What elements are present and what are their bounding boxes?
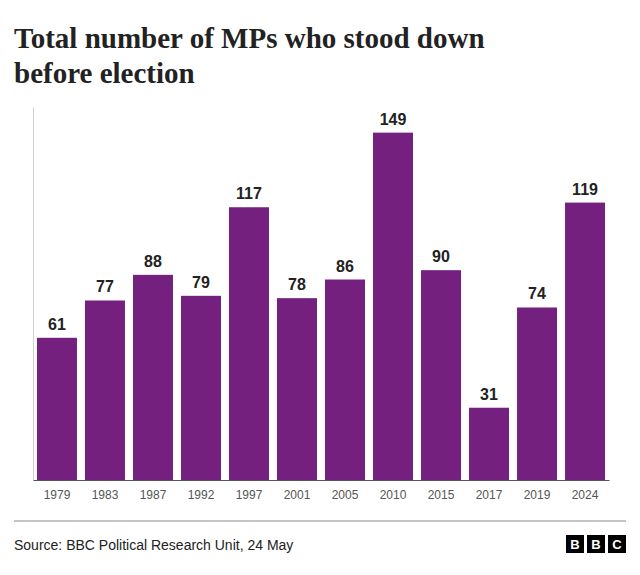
x-tick-label: 2019: [524, 488, 551, 502]
source: Source: BBC Political Research Unit, 24 …: [14, 537, 293, 553]
x-tick: 2015: [428, 488, 455, 502]
x-tick-label: 2005: [332, 488, 359, 502]
x-tick-label: 1979: [44, 488, 71, 502]
x-tick-label: 2010: [380, 488, 407, 502]
data-label: 88: [144, 253, 162, 270]
x-axis: 1979 1983 1987 1992 1997 2001 2005 2010 2015 2017…: [34, 481, 610, 502]
x-tick-label: 1997: [236, 488, 263, 502]
data-label: 77: [96, 278, 114, 295]
x-tick-label: 2001: [284, 488, 311, 502]
x-tick: 2010: [380, 488, 407, 502]
bars: [37, 133, 605, 480]
bar: [85, 300, 125, 480]
logo-box: [608, 535, 626, 553]
x-tick: 1979: [44, 488, 71, 502]
bar: [229, 207, 269, 480]
data-label: 78: [288, 276, 306, 293]
bar: [421, 270, 461, 480]
x-axis-line: [34, 480, 610, 481]
chart: Total number of MPs who stood downbefore…: [0, 0, 640, 575]
x-tick: 1987: [140, 488, 167, 502]
x-tick-label: 2024: [572, 488, 599, 502]
bar: [37, 338, 77, 480]
bar: [133, 275, 173, 480]
data-label: 79: [192, 274, 210, 291]
x-tick: 2024: [572, 488, 599, 502]
title: Total number of MPs who stood downbefore…: [14, 22, 485, 89]
logo: BBC: [566, 535, 626, 553]
bar: [517, 307, 557, 480]
bar: [373, 133, 413, 480]
x-tick-label: 1983: [92, 488, 119, 502]
x-tick: 1983: [92, 488, 119, 502]
data-label: 61: [48, 316, 66, 333]
x-tick: 1992: [188, 488, 215, 502]
data-label: 149: [380, 111, 407, 128]
bar: [277, 298, 317, 480]
x-tick-label: 2015: [428, 488, 455, 502]
x-tick: 2005: [332, 488, 359, 502]
footer-rule: [14, 521, 626, 522]
bar: [181, 296, 221, 480]
data-labels: 61 77 88 79 117 78 86 149 90 31 74 119: [48, 111, 598, 403]
bar: [469, 408, 509, 480]
logo-box: [566, 535, 584, 553]
x-tick: 2017: [476, 488, 503, 502]
x-tick-label: 1992: [188, 488, 215, 502]
data-label: 86: [336, 258, 354, 275]
data-label: 90: [432, 248, 450, 265]
y-axis-line: [33, 108, 34, 481]
x-tick: 2019: [524, 488, 551, 502]
logo-box: [587, 535, 605, 553]
x-tick-label: 2017: [476, 488, 503, 502]
data-label: 31: [480, 386, 498, 403]
logo-text: BBC: [570, 537, 622, 552]
data-label: 74: [528, 285, 546, 302]
data-label: 119: [572, 181, 598, 198]
bar: [565, 203, 605, 480]
x-tick: 2001: [284, 488, 311, 502]
data-label: 117: [236, 185, 262, 202]
bar: [325, 280, 365, 480]
y-axis: [33, 108, 34, 481]
x-tick: 1997: [236, 488, 263, 502]
x-tick-label: 1987: [140, 488, 167, 502]
